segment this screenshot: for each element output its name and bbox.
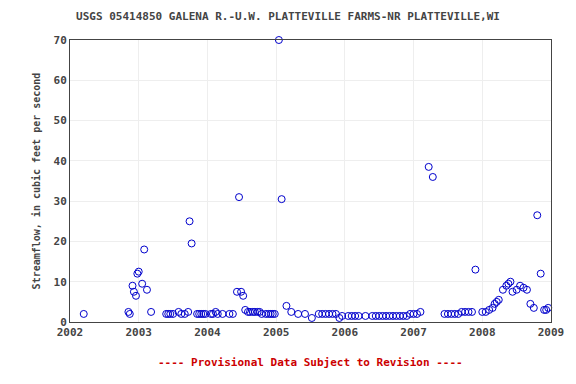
- svg-text:50: 50: [54, 114, 67, 127]
- svg-text:70: 70: [54, 34, 67, 47]
- svg-text:2005: 2005: [263, 326, 290, 339]
- svg-text:2006: 2006: [332, 326, 359, 339]
- svg-text:10: 10: [54, 276, 67, 289]
- svg-text:2003: 2003: [125, 326, 152, 339]
- svg-text:2002: 2002: [57, 326, 84, 339]
- svg-text:USGS 05414850 GALENA R.-U.W. P: USGS 05414850 GALENA R.-U.W. PLATTEVILLE…: [76, 10, 500, 23]
- svg-text:0: 0: [60, 316, 67, 329]
- svg-text:Streamflow, in cubic feet per: Streamflow, in cubic feet per second: [31, 73, 42, 290]
- svg-text:40: 40: [54, 155, 67, 168]
- svg-text:2009: 2009: [538, 326, 565, 339]
- svg-text:30: 30: [54, 195, 67, 208]
- svg-text:60: 60: [54, 74, 67, 87]
- svg-text:---- Provisional Data Subject: ---- Provisional Data Subject to Revisio…: [158, 356, 463, 369]
- svg-text:2007: 2007: [400, 326, 427, 339]
- svg-text:2004: 2004: [194, 326, 221, 339]
- svg-text:20: 20: [54, 235, 67, 248]
- svg-text:2008: 2008: [469, 326, 496, 339]
